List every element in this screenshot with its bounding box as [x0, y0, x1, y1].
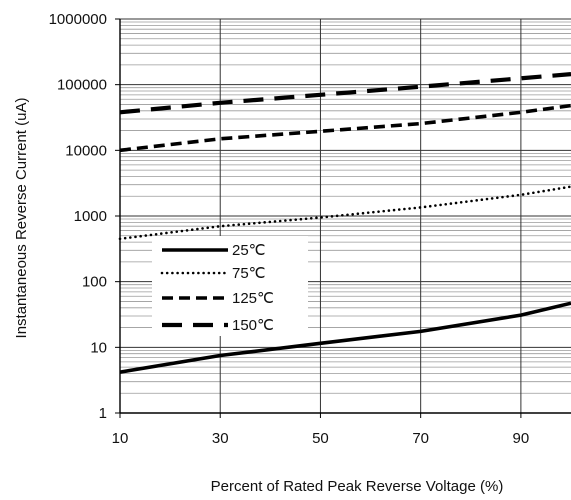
legend-label: 150℃	[232, 317, 274, 334]
x-tick-label: 30	[212, 430, 229, 447]
series-line-3	[119, 72, 571, 115]
y-tick-label: 10	[90, 339, 107, 356]
y-axis-ticks: 1 10 100 1000 10000 100000 1000000	[49, 11, 120, 422]
x-tick-label: 50	[312, 430, 329, 447]
legend-label: 125℃	[232, 290, 274, 307]
series-lines	[118, 72, 571, 374]
x-tick-label: 70	[412, 430, 429, 447]
legend: 25℃ 75℃ 125℃ 150℃	[152, 236, 308, 336]
x-tick-label: 10	[112, 430, 129, 447]
x-axis-ticks: 10 30 50 70 90	[112, 413, 530, 447]
legend-label: 75℃	[232, 265, 266, 282]
y-tick-label: 1000	[74, 208, 107, 225]
series-line-2	[119, 103, 571, 153]
series-line-1	[118, 185, 571, 241]
y-axis-title: Instantaneous Reverse Current (uA)	[13, 98, 30, 339]
y-tick-label: 10000	[65, 142, 107, 159]
legend-box	[152, 236, 308, 336]
y-tick-label: 100000	[57, 77, 107, 94]
y-tick-label: 1	[99, 405, 107, 422]
legend-label: 25℃	[232, 242, 266, 259]
x-axis-title: Percent of Rated Peak Reverse Voltage (%…	[211, 478, 504, 495]
y-tick-label: 1000000	[49, 11, 107, 28]
series-line-0	[119, 301, 571, 374]
major-gridlines	[119, 18, 571, 414]
x-tick-label: 90	[513, 430, 530, 447]
y-tick-label: 100	[82, 274, 107, 291]
